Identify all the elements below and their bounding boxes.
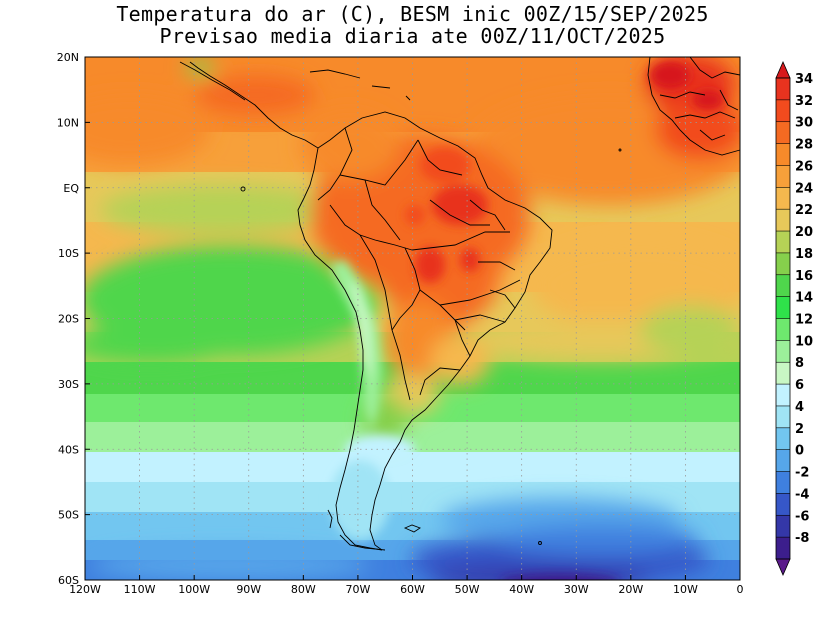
- colorbar-swatch: [776, 274, 790, 297]
- lat-tick-label: 20N: [57, 51, 79, 64]
- colorbar-swatch: [776, 537, 790, 560]
- lon-tick-label: 50W: [455, 583, 480, 596]
- colorbar-level-label: 6: [795, 378, 804, 393]
- colorbar-swatch: [776, 340, 790, 363]
- colorbar-level-label: -8: [795, 531, 809, 546]
- lat-tick-label: 10N: [57, 116, 79, 129]
- colorbar-max-arrow: [775, 61, 791, 79]
- colorbar-level-label: 4: [795, 400, 804, 415]
- colorbar-level-label: 16: [795, 269, 813, 284]
- colorbar-level-label: 24: [795, 181, 813, 196]
- colorbar-level-label: 28: [795, 138, 813, 153]
- colorbar-level-label: 32: [795, 94, 813, 109]
- lon-tick-label: 80W: [291, 583, 316, 596]
- lon-tick-label: 70W: [345, 583, 370, 596]
- lat-tick-label: 20S: [58, 313, 79, 326]
- lon-tick-label: 100W: [178, 583, 210, 596]
- colorbar-swatch: [776, 252, 790, 276]
- map-title-line-1: Temperatura do ar (C), BESM inic 00Z/15/…: [116, 2, 709, 26]
- lon-tick-label: 60W: [400, 583, 425, 596]
- colorbar-swatch: [776, 99, 790, 123]
- colorbar-swatch: [776, 143, 790, 166]
- colorbar-swatch: [776, 121, 790, 144]
- colorbar-level-label: 30: [795, 116, 813, 131]
- colorbar-swatch: [776, 405, 790, 429]
- colorbar-swatch: [776, 471, 790, 494]
- colorbar-swatch: [776, 384, 790, 407]
- lon-tick-label: 20W: [618, 583, 643, 596]
- colorbar-swatch: [776, 231, 790, 254]
- lat-tick-label: 30S: [58, 378, 79, 391]
- coastlines: [179, 56, 741, 551]
- colorbar-level-label: 2: [795, 422, 804, 437]
- colorbar-level-label: 0: [795, 444, 804, 459]
- temperature-field: [85, 57, 740, 580]
- colorbar-swatch: [776, 362, 790, 385]
- lon-tick-label: 0: [737, 583, 744, 596]
- colorbar-swatch: [776, 449, 790, 472]
- lat-tick-label: 50S: [58, 509, 79, 522]
- colorbar-level-label: -6: [795, 509, 809, 524]
- colorbar-level-label: 8: [795, 356, 804, 371]
- colorbar-swatch: [776, 493, 790, 516]
- latitude-axis: 20N 10N EQ 10S 20S 30S 40S 50S 60S: [57, 51, 90, 587]
- map-title-line-2: Previsao media diaria ate 00Z/11/OCT/202…: [159, 24, 666, 48]
- longitude-axis: 120W 110W 100W 90W 80W 70W 60W 50W 40W 30W 20W 10W 0: [69, 575, 744, 596]
- colorbar-level-label: 26: [795, 159, 813, 174]
- colorbar-swatch: [776, 78, 790, 101]
- colorbar-level-label: -4: [795, 487, 809, 502]
- colorbar-swatch: [776, 209, 790, 232]
- colorbar-level-label: 10: [795, 334, 813, 349]
- lon-tick-label: 30W: [564, 583, 589, 596]
- colorbar-level-label: 34: [795, 72, 813, 87]
- colorbar-level-label: 12: [795, 313, 813, 328]
- lat-tick-label: 60S: [58, 574, 79, 587]
- lon-tick-label: 40W: [509, 583, 534, 596]
- colorbar-swatch: [776, 318, 790, 341]
- colorbar-swatch: [776, 515, 790, 538]
- lon-tick-label: 90W: [236, 583, 261, 596]
- colorbar-min-arrow: [775, 558, 791, 576]
- colorbar-swatch: [776, 165, 790, 188]
- colorbar-swatch: [776, 296, 790, 319]
- lon-tick-label: 120W: [69, 583, 101, 596]
- colorbar-level-label: 14: [795, 291, 813, 306]
- lat-tick-label: EQ: [63, 182, 79, 195]
- colorbar-swatch: [776, 427, 790, 450]
- lon-tick-label: 10W: [673, 583, 698, 596]
- colorbar-level-label: -2: [795, 466, 809, 481]
- colorbar-level-label: 20: [795, 225, 813, 240]
- colorbar-level-label: 18: [795, 247, 813, 262]
- lat-tick-label: 10S: [58, 247, 79, 260]
- map-grid: [85, 57, 740, 580]
- lon-tick-label: 110W: [124, 583, 156, 596]
- colorbar-level-label: 22: [795, 203, 813, 218]
- lat-tick-label: 40S: [58, 443, 79, 456]
- colorbar-swatch: [776, 187, 790, 210]
